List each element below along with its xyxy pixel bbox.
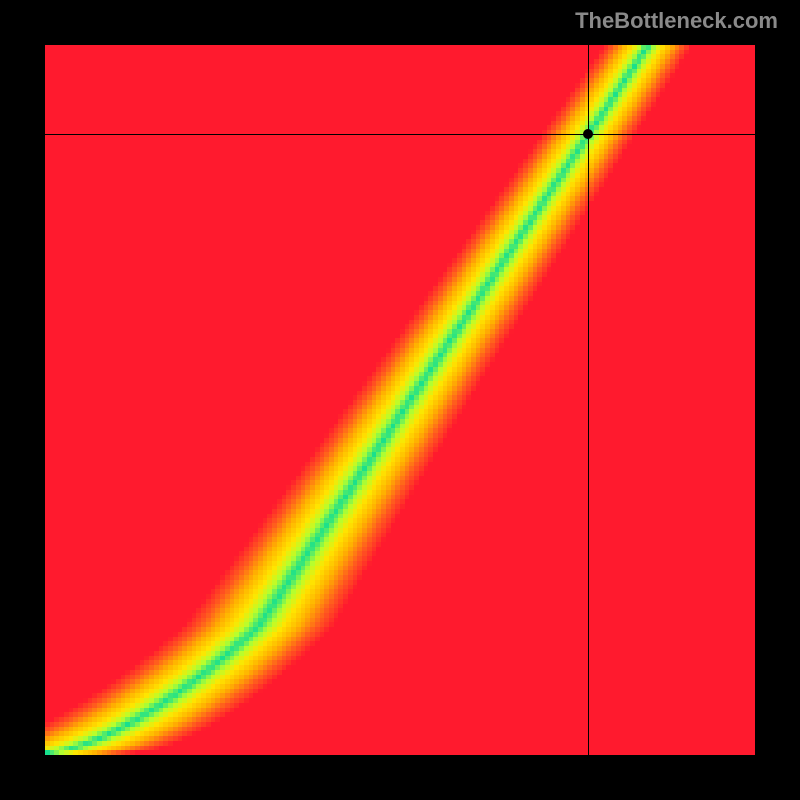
marker-dot bbox=[583, 129, 593, 139]
crosshair-horizontal bbox=[45, 134, 755, 135]
crosshair-vertical bbox=[588, 45, 589, 755]
plot-area bbox=[45, 45, 755, 755]
figure-container: TheBottleneck.com bbox=[0, 0, 800, 800]
heatmap-canvas bbox=[45, 45, 755, 755]
watermark-text: TheBottleneck.com bbox=[575, 8, 778, 34]
